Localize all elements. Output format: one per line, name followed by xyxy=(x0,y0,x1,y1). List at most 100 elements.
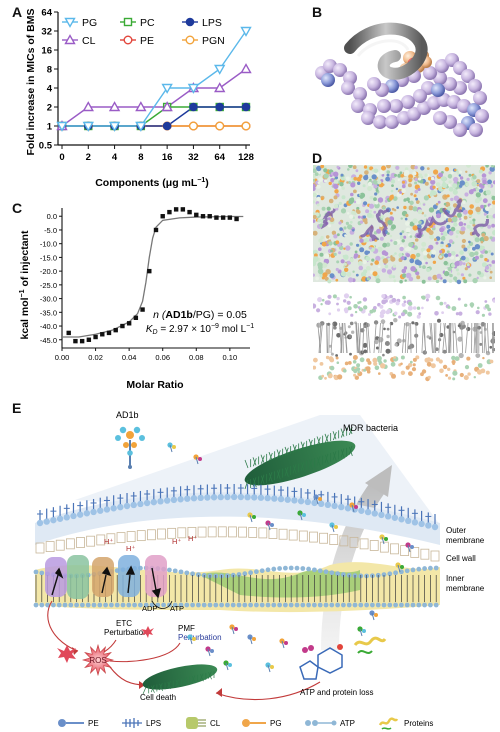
chart-c-x-tick-label: 0.04 xyxy=(122,353,137,362)
proton-label-3: H⁺ xyxy=(172,537,181,546)
chart-c-x-axis-label: Molar Ratio xyxy=(126,379,183,391)
data-point-pg xyxy=(240,26,252,37)
atom-sphere xyxy=(341,81,355,95)
data-point-pgn xyxy=(188,121,198,131)
chart-c-y-tick-label: -15.0 xyxy=(40,253,57,262)
big-arrow-head xyxy=(365,465,392,497)
pmf-label: PMF xyxy=(178,624,195,633)
cell-wall-label: Cell wall xyxy=(446,554,476,563)
itc-data-point xyxy=(160,214,165,219)
atom-sphere xyxy=(389,99,403,113)
legend-label-pe: PE xyxy=(88,719,99,728)
chart-c-y-tick-label: -30.0 xyxy=(40,295,57,304)
itc-data-point xyxy=(187,209,192,215)
outer-membrane-label-line1: Outer xyxy=(446,526,466,535)
data-point-pg xyxy=(82,121,94,132)
etc-perturbation-label: Perturbation xyxy=(104,628,148,637)
panel-letter-d: D xyxy=(312,150,323,166)
legend-label-atp: ATP xyxy=(340,719,355,728)
legend-label-pc: PC xyxy=(140,17,155,29)
atom-sphere xyxy=(423,66,437,80)
legend-marker-pgn xyxy=(185,35,195,45)
itc-data-point xyxy=(126,321,132,326)
itc-data-point xyxy=(113,327,118,333)
protein-loss-icon xyxy=(353,636,387,654)
atom-sphere xyxy=(385,115,399,129)
legend-marker-pg xyxy=(64,17,76,28)
chart-a-x-tick-label: 16 xyxy=(162,152,173,163)
itc-data-point xyxy=(100,332,105,337)
legend-label-proteins: Proteins xyxy=(404,719,433,728)
data-point-pg xyxy=(56,121,68,132)
itc-data-point xyxy=(200,214,206,219)
chart-a-y-tick-label: 4 xyxy=(47,84,53,95)
legend-label-cl: CL xyxy=(210,719,221,728)
atom-sphere xyxy=(475,109,489,123)
itc-data-point xyxy=(220,215,226,220)
legend-label-pe: PE xyxy=(140,35,154,47)
itc-data-point xyxy=(120,323,125,329)
itc-data-point xyxy=(167,209,172,215)
atom-sphere xyxy=(333,63,347,77)
itc-data-point xyxy=(86,337,92,342)
chart-a-y-tick-label: 2 xyxy=(47,103,52,114)
chart-c-x-tick-label: 0.02 xyxy=(88,353,103,362)
data-point-pg xyxy=(187,83,200,94)
itc-data-point xyxy=(214,215,219,220)
chart-c-x-tick-label: 0.00 xyxy=(55,353,70,362)
etc-label: ETC xyxy=(116,619,132,628)
chart-a-y-tick-label: 0.5 xyxy=(39,141,53,152)
itc-data-point xyxy=(66,330,71,336)
chart-a-x-tick-label: 64 xyxy=(214,152,225,163)
atom-sphere xyxy=(367,77,381,91)
data-point-pg xyxy=(108,121,121,132)
legend-marker-pe xyxy=(123,35,133,45)
chart-c-x-tick-label: 0.10 xyxy=(223,353,238,362)
atp-label: ATP xyxy=(170,604,184,613)
md-simulation-snapshots xyxy=(313,165,495,385)
legend-label-lps: LPS xyxy=(146,719,161,728)
atom-sphere xyxy=(469,123,483,137)
proton-label-4: H⁺ xyxy=(188,534,197,543)
data-point-cl xyxy=(161,101,173,112)
data-point-cl xyxy=(240,63,252,74)
cell-death-label: Cell death xyxy=(140,693,176,702)
chart-c-y-tick-label: -45.0 xyxy=(40,336,57,345)
chart-a-y-tick-label: 32 xyxy=(41,27,52,38)
lps-icon xyxy=(122,718,142,728)
chart-c-y-tick-label: -5.0 xyxy=(44,226,57,235)
atp-icon xyxy=(305,720,337,726)
itc-data-point xyxy=(180,207,186,212)
atom-sphere xyxy=(361,111,375,125)
chart-a-x-axis-label: Components (μg mL−1) xyxy=(95,177,209,189)
itc-data-point xyxy=(147,268,152,274)
atom-sphere xyxy=(351,99,365,113)
atp-molecule-icon xyxy=(299,644,343,680)
chart-a-y-tick-label: 16 xyxy=(41,46,52,57)
itc-data-point xyxy=(140,307,145,312)
chart-a-y-axis-label: Fold increase in MICs of BMS xyxy=(25,8,37,155)
data-point-cl xyxy=(135,101,147,112)
chart-a-x-tick-label: 0 xyxy=(59,152,64,163)
itc-data-point xyxy=(106,330,112,336)
itc-data-point xyxy=(133,315,139,321)
legend-label-pg: PG xyxy=(82,17,97,29)
molecular-model-b xyxy=(315,22,489,137)
data-point-pgn xyxy=(215,121,225,131)
chart-c-y-tick-label: 0.0 xyxy=(47,212,57,221)
small-ros-icon xyxy=(57,645,76,663)
itc-data-point xyxy=(73,338,78,344)
schematic-legend: PE LPS CL PG ATP Proteins xyxy=(58,717,433,730)
data-point-pgn xyxy=(241,121,251,131)
series-line-cl xyxy=(61,68,247,127)
itc-binding-chart: 0.0 -5.0 -10.0 -15.0 -20.0 -25.0 -30.0 -35.0 -40… xyxy=(19,207,254,391)
protein-icon xyxy=(378,717,399,730)
itc-data-point xyxy=(79,338,85,344)
panel-letter-a: A xyxy=(12,4,23,20)
atom-sphere xyxy=(321,73,335,87)
atom-sphere xyxy=(461,69,475,83)
legend-marker-cl xyxy=(64,34,76,45)
chart-a-y-tick-label: 64 xyxy=(41,8,52,19)
chart-c-y-tick-label: -10.0 xyxy=(40,240,57,249)
chart-c-y-tick-label: -35.0 xyxy=(40,308,57,317)
